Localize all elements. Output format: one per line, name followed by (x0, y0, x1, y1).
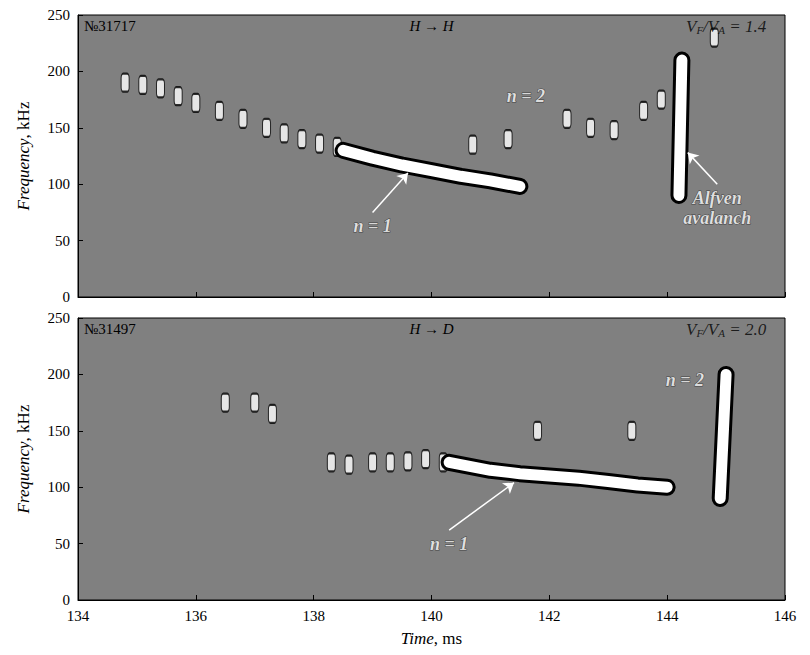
svg-text:0: 0 (63, 289, 71, 305)
svg-text:150: 150 (48, 120, 71, 136)
svg-text:№31497: №31497 (84, 321, 136, 337)
svg-text:250: 250 (48, 310, 71, 326)
svg-text:H → D: H → D (408, 321, 453, 337)
html-text:VF/ VA: VF/ VA (686, 16, 725, 37)
svg-text:144: 144 (656, 608, 679, 624)
svg-text:50: 50 (55, 233, 70, 249)
svg-text:= 2.0: = 2.0 (725, 320, 767, 339)
svg-text:, kHz: , kHz (14, 101, 33, 138)
svg-text:avalanch: avalanch (683, 208, 751, 228)
svg-text:142: 142 (538, 608, 561, 624)
svg-text:Frequency: Frequency (14, 441, 33, 515)
svg-text:138: 138 (302, 608, 325, 624)
svg-text:, ms: , ms (434, 629, 462, 648)
svg-text:100: 100 (48, 479, 71, 495)
svg-text:Frequency: Frequency (14, 138, 33, 212)
svg-text:№31717: №31717 (84, 18, 136, 34)
svg-text:140: 140 (420, 608, 443, 624)
svg-text:134: 134 (67, 608, 90, 624)
svg-text:n = 2: n = 2 (507, 86, 545, 106)
svg-text:= 1.4: = 1.4 (725, 17, 767, 36)
svg-text:200: 200 (48, 366, 71, 382)
svg-text:n = 1: n = 1 (430, 534, 468, 554)
svg-text:n = 1: n = 1 (353, 216, 391, 236)
svg-text:150: 150 (48, 423, 71, 439)
svg-text:0: 0 (63, 592, 71, 608)
svg-text:250: 250 (48, 7, 71, 23)
svg-text:200: 200 (48, 63, 71, 79)
svg-text:H → H: H → H (408, 18, 454, 34)
svg-text:50: 50 (55, 536, 70, 552)
svg-text:Time: Time (401, 629, 435, 648)
svg-text:Alfven: Alfven (692, 188, 742, 208)
svg-text:136: 136 (185, 608, 208, 624)
svg-text:, kHz: , kHz (14, 404, 33, 441)
svg-text:100: 100 (48, 176, 71, 192)
svg-text:n = 2: n = 2 (666, 370, 704, 390)
html-text:VF/ VA: VF/ VA (686, 319, 725, 340)
svg-text:146: 146 (774, 608, 797, 624)
